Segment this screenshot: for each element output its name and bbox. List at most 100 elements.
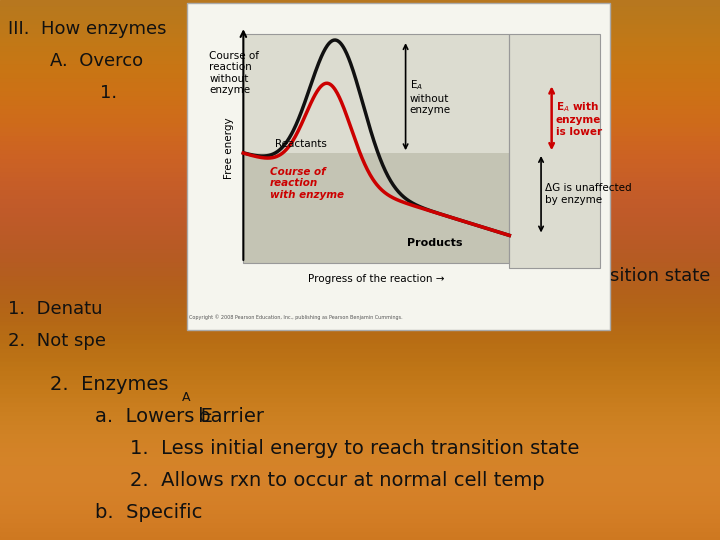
Bar <box>0 472 720 477</box>
Bar <box>509 35 600 268</box>
Bar <box>0 535 720 540</box>
Bar <box>0 36 720 40</box>
Bar <box>0 512 720 517</box>
Bar <box>0 161 720 166</box>
Bar <box>0 80 720 85</box>
Bar <box>187 3 610 330</box>
Bar <box>0 346 720 351</box>
Bar <box>0 130 720 135</box>
Bar <box>0 233 720 239</box>
Bar <box>0 458 720 463</box>
Text: Products: Products <box>407 238 463 248</box>
Bar <box>509 35 600 268</box>
Bar <box>0 481 720 486</box>
Bar <box>0 485 720 490</box>
Bar <box>0 148 720 153</box>
Bar <box>0 454 720 459</box>
Bar <box>0 404 720 409</box>
Bar <box>0 13 720 18</box>
Bar <box>0 63 720 68</box>
Bar <box>0 274 720 279</box>
Bar <box>0 9 720 14</box>
Bar <box>0 76 720 81</box>
Bar <box>243 153 509 263</box>
Bar <box>0 395 720 401</box>
Bar <box>0 360 720 365</box>
Bar <box>0 382 720 387</box>
Bar <box>0 427 720 432</box>
Bar <box>0 198 720 202</box>
Bar <box>0 211 720 216</box>
Bar <box>0 179 720 185</box>
Bar <box>0 436 720 441</box>
Bar <box>0 301 720 306</box>
Bar <box>0 171 720 176</box>
Bar <box>0 377 720 382</box>
Bar <box>0 49 720 54</box>
Bar <box>0 530 720 536</box>
Bar <box>0 53 720 58</box>
Text: 2.  Enzymes: 2. Enzymes <box>50 375 168 394</box>
Bar <box>0 355 720 360</box>
Bar <box>0 350 720 355</box>
Bar <box>0 67 720 72</box>
Bar <box>0 260 720 266</box>
Bar <box>0 269 720 274</box>
Bar <box>0 387 720 392</box>
Bar <box>0 449 720 455</box>
Bar <box>0 463 720 468</box>
Bar <box>0 422 720 428</box>
Bar <box>0 441 720 446</box>
Bar <box>0 328 720 333</box>
Bar <box>0 287 720 293</box>
Bar <box>0 323 720 328</box>
Bar <box>0 238 720 243</box>
Bar <box>0 40 720 45</box>
Bar <box>0 418 720 423</box>
Bar <box>0 333 720 338</box>
Bar <box>0 414 720 418</box>
Bar <box>0 184 720 189</box>
Bar <box>0 279 720 284</box>
Bar <box>0 22 720 27</box>
Text: sition state: sition state <box>610 267 711 285</box>
Bar <box>0 139 720 144</box>
Text: 1.  Less initial energy to reach transition state: 1. Less initial energy to reach transiti… <box>130 439 580 458</box>
Bar <box>0 526 720 531</box>
Bar <box>0 247 720 252</box>
Bar <box>0 166 720 171</box>
Bar <box>243 35 509 153</box>
Bar <box>0 0 720 4</box>
Text: a.  Lowers E: a. Lowers E <box>95 407 213 426</box>
Text: Reactants: Reactants <box>275 139 327 149</box>
Text: 1.: 1. <box>100 84 117 102</box>
Bar <box>243 35 509 263</box>
Bar <box>0 314 720 320</box>
Bar <box>0 296 720 301</box>
Bar <box>0 121 720 126</box>
Text: Progress of the reaction →: Progress of the reaction → <box>308 274 444 284</box>
Bar <box>0 242 720 247</box>
Bar <box>0 26 720 31</box>
Text: 2.  Not spe: 2. Not spe <box>8 332 106 350</box>
Bar <box>0 85 720 90</box>
Bar <box>0 188 720 193</box>
Bar <box>0 71 720 77</box>
Bar <box>0 368 720 374</box>
Bar <box>0 310 720 315</box>
Text: III.  How enzymes: III. How enzymes <box>8 20 166 38</box>
Bar <box>0 391 720 396</box>
Text: barrier: barrier <box>192 407 264 426</box>
Bar <box>0 107 720 112</box>
Bar <box>0 445 720 450</box>
Text: E$_A$ with
enzyme
is lower: E$_A$ with enzyme is lower <box>556 100 602 137</box>
Bar <box>0 229 720 234</box>
Bar <box>0 90 720 94</box>
Text: Course of
reaction
with enzyme: Course of reaction with enzyme <box>270 167 344 200</box>
Text: ΔG is unaffected
by enzyme: ΔG is unaffected by enzyme <box>545 184 631 205</box>
Bar <box>0 134 720 139</box>
Bar <box>0 44 720 50</box>
Bar <box>0 112 720 117</box>
Bar <box>0 306 720 310</box>
Bar <box>0 337 720 342</box>
